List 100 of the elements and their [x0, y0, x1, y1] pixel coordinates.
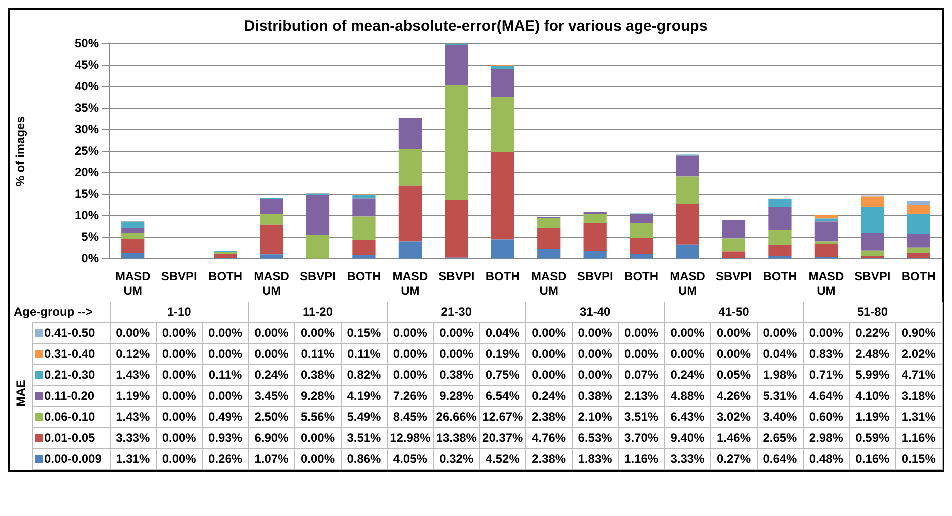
data-label: 2.02% — [896, 344, 942, 364]
data-label: 0.12% — [110, 344, 156, 364]
legend-title: MAE — [14, 380, 28, 407]
data-label: 4.76% — [526, 428, 572, 448]
data-label: 1.31% — [110, 448, 156, 470]
x-tick-label: MASD UM — [670, 270, 706, 298]
data-label: 3.02% — [710, 406, 758, 428]
data-label: 0.00% — [757, 322, 804, 344]
data-label: 0.00% — [387, 344, 434, 364]
x-tick-label: SBVPI — [716, 270, 752, 284]
y-tick-label: 30% — [74, 122, 100, 136]
data-label: 0.60% — [803, 406, 850, 428]
data-label: 12.98% — [387, 428, 434, 448]
data-label: 0.00% — [526, 364, 572, 386]
y-tick-label: 10% — [74, 208, 100, 222]
data-label: 0.00% — [618, 322, 665, 344]
data-label: 0.90% — [896, 322, 942, 344]
text: 1-10 — [110, 302, 249, 322]
data-label: 3.51% — [618, 406, 665, 428]
data-label: 0.64% — [757, 448, 804, 470]
data-label: 0.00% — [434, 322, 480, 344]
data-label: 0.11% — [202, 364, 249, 386]
text: 31-40 — [526, 302, 665, 322]
x-tick-label: BOTH — [763, 270, 798, 284]
x-tick-label: MASD UM — [392, 270, 428, 298]
text: 41-50 — [664, 302, 804, 322]
data-label: 1.43% — [110, 364, 156, 386]
data-label: 3.33% — [664, 448, 711, 470]
data-label: 3.40% — [757, 406, 804, 428]
data-label: 0.00% — [202, 344, 249, 364]
data-label: 13.38% — [434, 428, 480, 448]
x-tick-label: SBVPI — [854, 270, 891, 284]
data-label: 0.04% — [757, 344, 804, 364]
data-label: 9.28% — [294, 386, 342, 406]
data-label: 0.00% — [110, 322, 156, 344]
x-tick-label: BOTH — [902, 270, 936, 284]
data-label: 0.38% — [294, 364, 342, 386]
data-label: 8.45% — [387, 406, 434, 428]
y-tick-label: 25% — [74, 144, 100, 158]
data-label: 0.00% — [156, 364, 202, 386]
data-label: 0.00% — [387, 322, 434, 344]
data-label: 0.48% — [803, 448, 850, 470]
legend-label: 0.01-0.05 — [44, 431, 96, 445]
data-label: 0.15% — [341, 322, 388, 344]
data-label: 0.00% — [572, 344, 618, 364]
data-label: 3.45% — [248, 386, 295, 406]
data-label: 4.64% — [803, 386, 850, 406]
data-label: 0.00% — [387, 364, 434, 386]
data-label: 0.00% — [156, 406, 202, 428]
text: 21-30 — [387, 302, 526, 322]
data-label: 5.31% — [757, 386, 804, 406]
legend-label: 0.06-0.10 — [44, 410, 96, 424]
data-label: 1.46% — [710, 428, 758, 448]
data-label: 0.86% — [341, 448, 388, 470]
y-tick-label: 5% — [82, 230, 100, 244]
legend-label: 0.31-0.40 — [44, 347, 96, 361]
data-label: 2.10% — [572, 406, 618, 428]
data-label: 2.38% — [526, 406, 572, 428]
data-label: 0.26% — [202, 448, 249, 470]
data-label: 0.00% — [618, 344, 665, 364]
data-label: 0.00% — [248, 344, 295, 364]
data-label: 0.49% — [202, 406, 249, 428]
data-label: 3.33% — [110, 428, 156, 448]
data-label: 2.13% — [618, 386, 665, 406]
data-label: 26.66% — [434, 406, 480, 428]
chart-title: Distribution of mean-absolute-error(MAE) for various age-groups — [244, 18, 708, 36]
data-label: 0.00% — [294, 322, 342, 344]
data-label: 2.48% — [850, 344, 896, 364]
x-tick-label: SBVPI — [577, 270, 614, 284]
data-label: 0.71% — [803, 364, 850, 386]
data-label: 0.27% — [710, 448, 758, 470]
data-label: 3.51% — [341, 428, 388, 448]
data-label: 0.11% — [294, 344, 342, 364]
data-label: 0.19% — [480, 344, 526, 364]
x-tick-label: MASD UM — [531, 270, 568, 298]
data-label: 0.00% — [156, 344, 202, 364]
y-tick-label: 15% — [74, 186, 100, 201]
y-tick-label: 50% — [74, 36, 100, 50]
data-label: 6.53% — [572, 428, 618, 448]
data-label: 0.24% — [526, 386, 572, 406]
data-label: 0.82% — [341, 364, 388, 386]
data-label: 0.00% — [664, 344, 711, 364]
x-tick-label: MASD UM — [115, 270, 152, 298]
data-label: 1.98% — [757, 364, 804, 386]
data-label: 4.10% — [850, 386, 896, 406]
x-tick-label: SBVPI — [161, 270, 198, 284]
data-label: 0.00% — [434, 344, 480, 364]
data-label: 0.16% — [850, 448, 896, 470]
data-label: 1.43% — [110, 406, 156, 428]
text: 51-80 — [803, 302, 942, 322]
y-tick-label: 45% — [74, 58, 100, 72]
data-label: 2.98% — [803, 428, 850, 448]
x-tick-label: MASD UM — [808, 270, 844, 298]
y-axis-title: % of images — [14, 116, 28, 187]
data-label: 1.16% — [618, 448, 665, 470]
legend-label: 0.41-0.50 — [44, 326, 96, 340]
data-label: 6.43% — [664, 406, 711, 428]
x-tick-label: BOTH — [486, 270, 520, 284]
data-label: 7.26% — [387, 386, 434, 406]
legend-label: 0.21-0.30 — [44, 368, 96, 382]
